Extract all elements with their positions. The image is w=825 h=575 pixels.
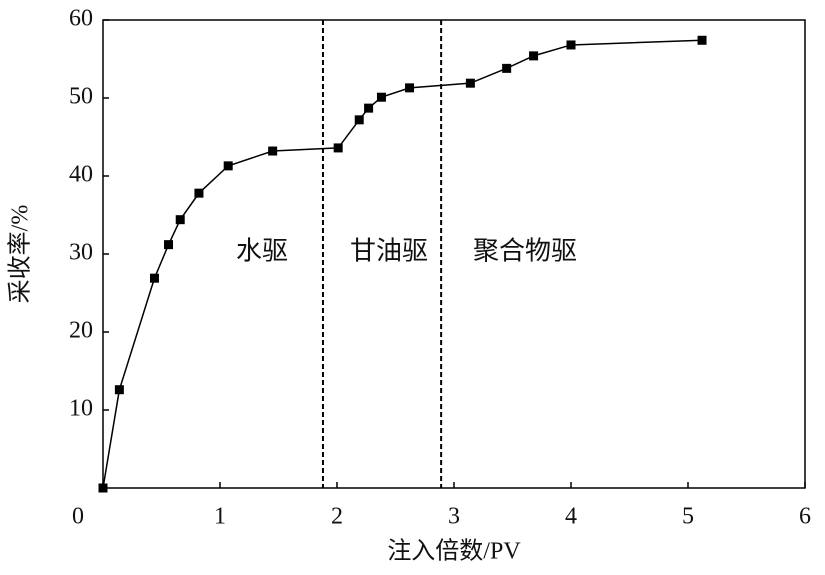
point bbox=[376, 92, 386, 102]
y-tick-label: 20 bbox=[69, 318, 93, 344]
point bbox=[194, 188, 204, 198]
region-label: 水驱 bbox=[236, 237, 288, 267]
x-tick-label: 3 bbox=[448, 504, 460, 530]
x-tick-label: 5 bbox=[682, 504, 694, 530]
point bbox=[405, 83, 415, 93]
point bbox=[566, 40, 576, 50]
point bbox=[175, 215, 185, 225]
y-tick-label: 30 bbox=[69, 240, 93, 266]
point bbox=[268, 146, 278, 156]
y-tick-label: 40 bbox=[69, 162, 93, 188]
point bbox=[697, 35, 707, 45]
x-tick-label: 4 bbox=[565, 504, 577, 530]
y-axis-label: 采收率/% bbox=[7, 205, 34, 304]
point bbox=[465, 78, 475, 88]
point bbox=[502, 63, 512, 73]
point bbox=[149, 273, 159, 283]
region-label: 甘油驱 bbox=[350, 237, 428, 267]
point bbox=[529, 51, 539, 61]
y-tick-label: 60 bbox=[69, 6, 93, 32]
y-tick-label: 10 bbox=[69, 396, 93, 422]
point bbox=[98, 483, 108, 493]
x-axis-label: 注入倍数/PV bbox=[387, 538, 521, 565]
point bbox=[354, 115, 364, 125]
plot-frame bbox=[102, 19, 806, 489]
point bbox=[223, 161, 233, 171]
x-tick-label: 1 bbox=[214, 504, 226, 530]
x-tick-label: 0 bbox=[72, 504, 84, 530]
point bbox=[364, 103, 374, 113]
region-label: 聚合物驱 bbox=[473, 237, 577, 267]
x-tick-label: 6 bbox=[799, 504, 811, 530]
point bbox=[114, 385, 124, 395]
point bbox=[164, 240, 174, 250]
point bbox=[333, 143, 343, 153]
x-tick-label: 2 bbox=[331, 504, 343, 530]
y-tick-label: 50 bbox=[69, 84, 93, 110]
